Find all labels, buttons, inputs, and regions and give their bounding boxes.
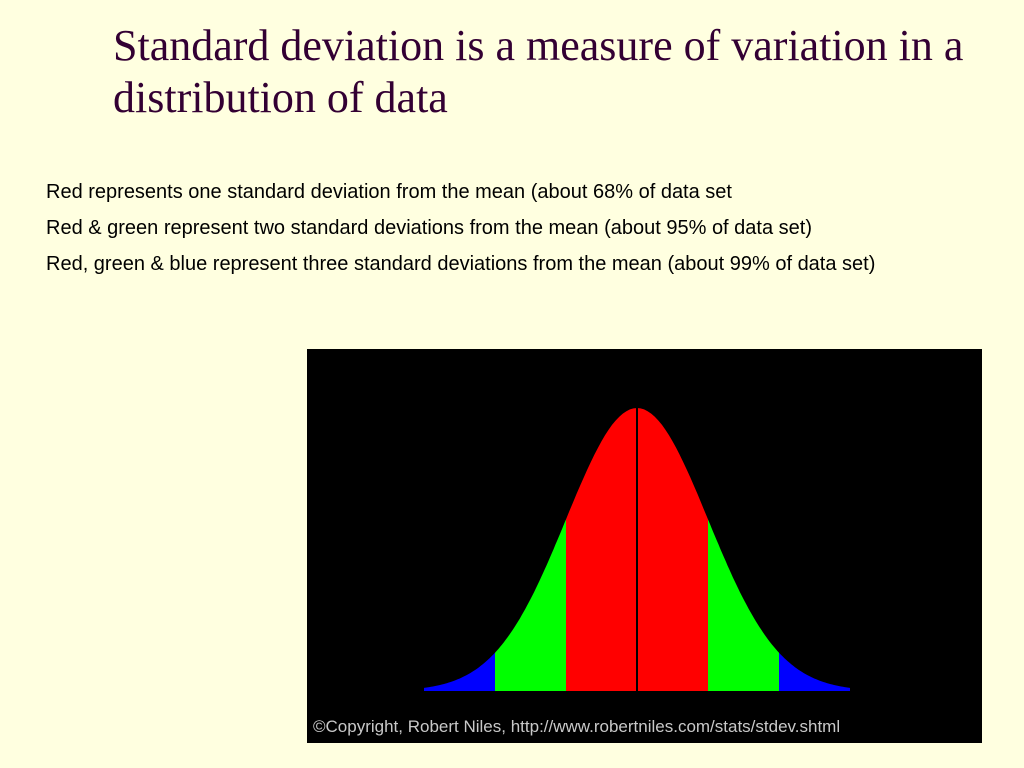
- slide-title: Standard deviation is a measure of varia…: [113, 21, 964, 122]
- bullet-one-sd: Red represents one standard deviation fr…: [46, 181, 732, 203]
- sd-band-4: [779, 652, 850, 691]
- sd-band-3: [708, 519, 779, 691]
- bullet-three-sd: Red, green & blue represent three standa…: [46, 253, 876, 275]
- copyright-text: ©Copyright, Robert Niles, http://www.rob…: [313, 717, 841, 736]
- sd-band-1: [495, 519, 566, 691]
- bullet-two-sd: Red & green represent two standard devia…: [46, 217, 812, 239]
- bullet-list: Red represents one standard deviation fr…: [46, 178, 991, 286]
- bell-curve-chart: [424, 408, 850, 691]
- normal-distribution-figure: ©Copyright, Robert Niles, http://www.rob…: [307, 349, 982, 743]
- sd-band-0: [424, 652, 495, 691]
